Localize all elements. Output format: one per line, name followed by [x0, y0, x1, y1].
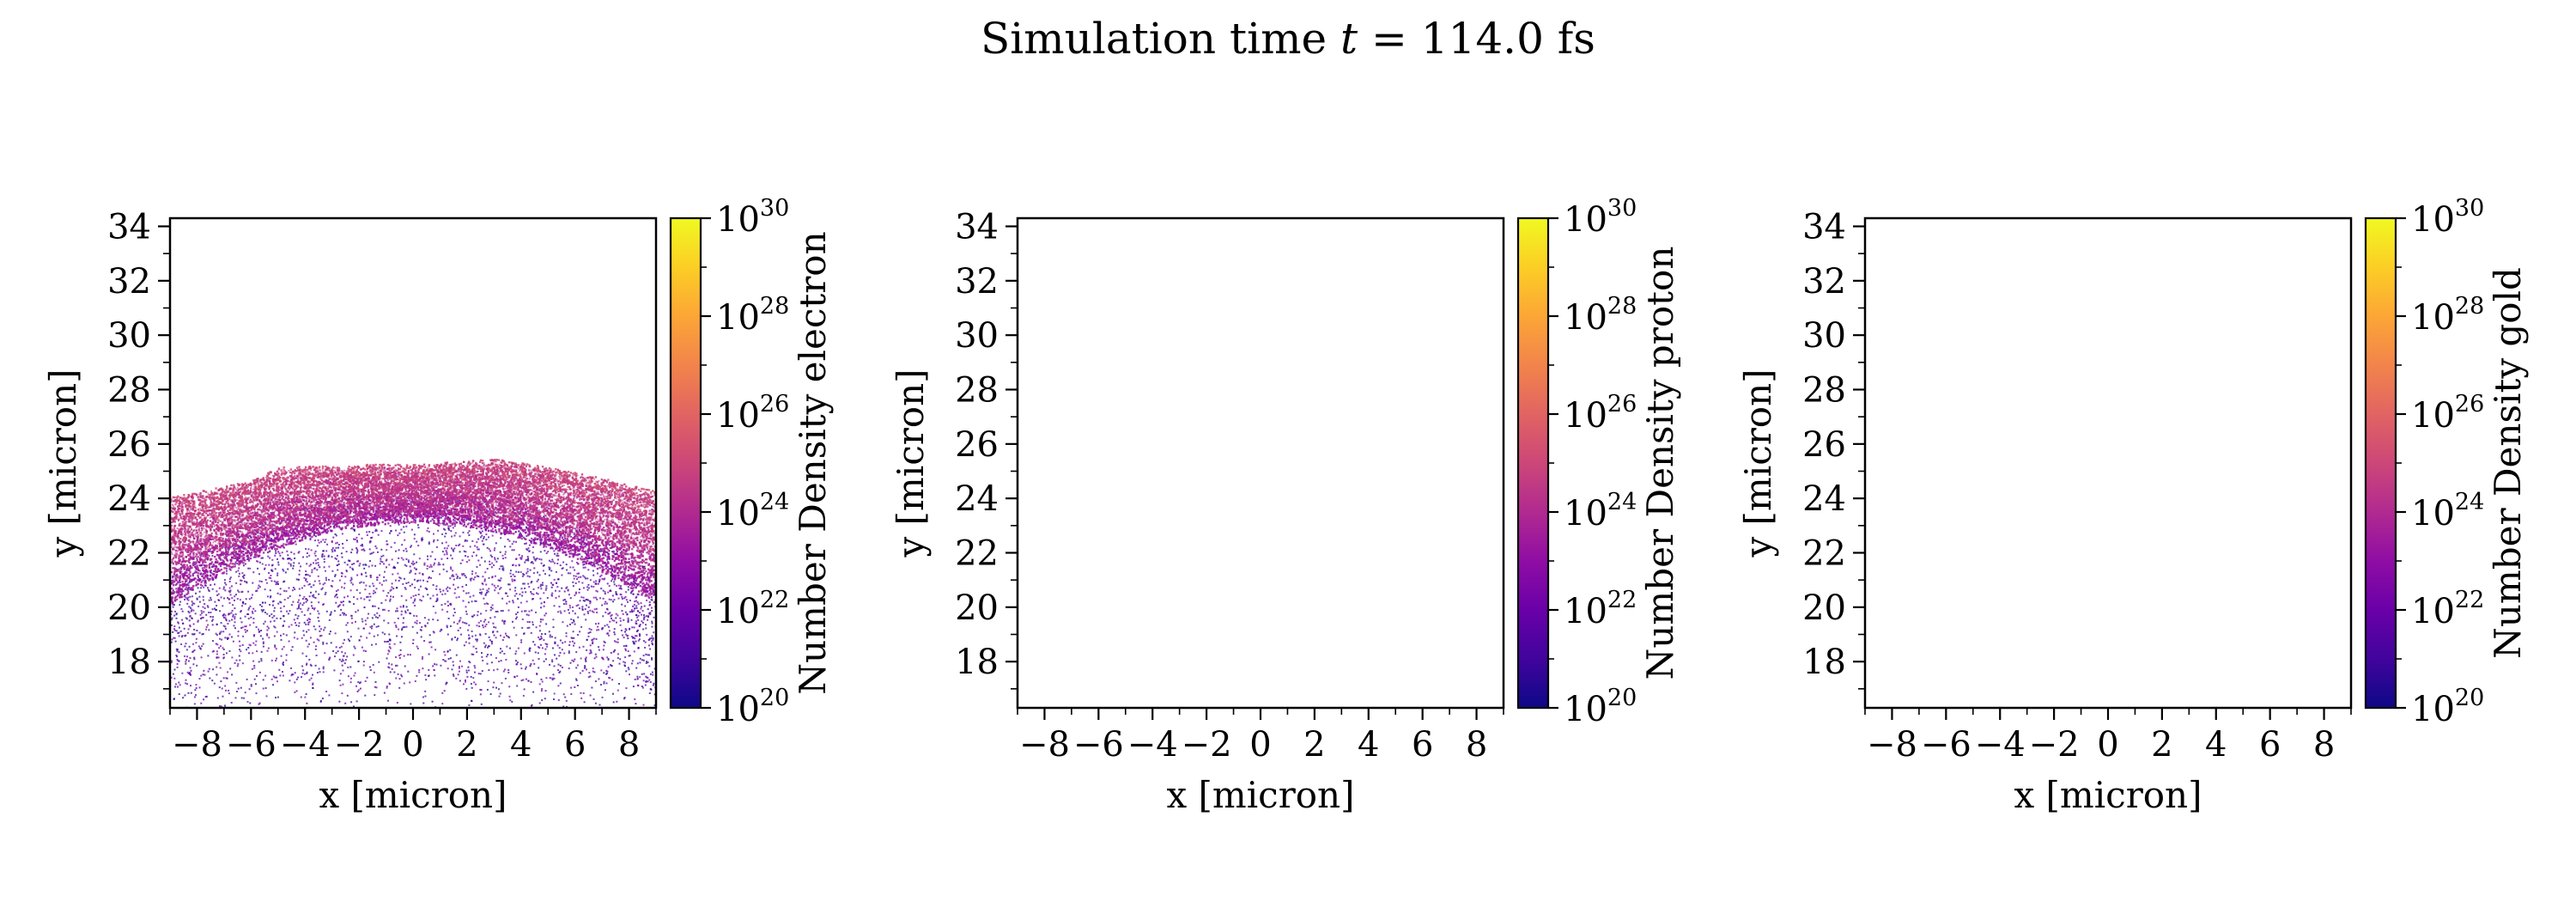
x-tick-label: 2 — [2151, 725, 2172, 765]
colorbar-tick-label: 1028 — [716, 293, 789, 338]
x-tick-label: 4 — [510, 725, 532, 765]
title-variable: t — [1340, 14, 1358, 64]
plot-area — [1865, 218, 2351, 708]
colorbar-tick-label: 1022 — [1564, 587, 1637, 631]
x-tick-label: 2 — [1303, 725, 1325, 765]
y-tick-label: 20 — [955, 588, 999, 628]
colorbar-tick-label: 1024 — [1564, 489, 1637, 533]
x-tick-label: −4 — [280, 725, 331, 765]
y-tick-label: 26 — [107, 425, 151, 465]
colorbar-tick-label: 1022 — [2411, 587, 2484, 631]
y-tick-label: 24 — [1802, 479, 1846, 519]
colorbar-label: Number Density gold — [2487, 267, 2529, 659]
x-tick-label: −8 — [1867, 725, 1917, 765]
colorbar-tick-label: 1030 — [716, 195, 789, 240]
x-tick-label: 4 — [1358, 725, 1379, 765]
x-axis-label: x [micron] — [319, 774, 507, 816]
density-electron — [170, 459, 656, 708]
y-tick-label: 26 — [955, 425, 999, 465]
y-tick-label: 22 — [955, 534, 999, 574]
y-tick-label: 32 — [955, 262, 999, 302]
y-tick-label: 28 — [1802, 371, 1846, 411]
colorbar-gold — [2366, 218, 2396, 708]
y-axis-label: y [micron] — [890, 369, 932, 558]
colorbar-tick-label: 1028 — [2411, 293, 2484, 338]
x-tick-label: −2 — [1182, 725, 1232, 765]
y-tick-label: 28 — [107, 371, 151, 411]
x-tick-label: 2 — [456, 725, 477, 765]
colorbar-tick-label: 1024 — [716, 489, 789, 533]
y-tick-label: 26 — [1802, 425, 1846, 465]
y-tick-label: 24 — [107, 479, 151, 519]
x-tick-label: −8 — [172, 725, 222, 765]
x-tick-label: 6 — [1412, 725, 1433, 765]
colorbar-tick-label: 1026 — [2411, 391, 2484, 436]
colorbar-tick-label: 1020 — [1564, 685, 1637, 729]
y-tick-label: 30 — [955, 316, 999, 356]
x-axis-label: x [micron] — [2014, 774, 2202, 816]
y-tick-label: 20 — [107, 588, 151, 628]
title-suffix: = 114.0 fs — [1358, 14, 1595, 64]
y-axis-label: y [micron] — [42, 369, 84, 558]
colorbar-label: Number Density proton — [1639, 247, 1681, 680]
y-tick-label: 18 — [955, 643, 999, 682]
x-tick-label: −4 — [1975, 725, 2026, 765]
colorbar-proton — [1518, 218, 1548, 708]
y-tick-label: 24 — [955, 479, 999, 519]
plot-area — [170, 218, 656, 708]
y-tick-label: 28 — [955, 371, 999, 411]
y-tick-label: 18 — [107, 643, 151, 682]
colorbar-electron — [671, 218, 701, 708]
colorbar-tick-label: 1026 — [716, 391, 789, 436]
x-tick-label: 6 — [564, 725, 586, 765]
colorbar-label: Number Density electron — [792, 231, 834, 694]
colorbar-tick-label: 1024 — [2411, 489, 2484, 533]
x-tick-label: −6 — [1073, 725, 1124, 765]
x-tick-label: −6 — [1921, 725, 1971, 765]
plot-area — [1018, 218, 1504, 708]
colorbar-tick-label: 1020 — [2411, 685, 2484, 729]
x-tick-label: 0 — [402, 725, 423, 765]
y-tick-label: 18 — [1802, 643, 1846, 682]
x-tick-label: 0 — [1249, 725, 1271, 765]
x-tick-label: 0 — [2097, 725, 2118, 765]
colorbar-tick-label: 1030 — [1564, 195, 1637, 240]
y-tick-label: 32 — [107, 262, 151, 302]
colorbar-tick-label: 1028 — [1564, 293, 1637, 338]
y-tick-label: 30 — [107, 316, 151, 356]
y-tick-label: 20 — [1802, 588, 1846, 628]
y-tick-label: 34 — [107, 208, 151, 247]
x-tick-label: 4 — [2205, 725, 2227, 765]
y-tick-label: 34 — [955, 208, 999, 247]
y-axis-label: y [micron] — [1737, 369, 1779, 558]
x-tick-label: 6 — [2259, 725, 2281, 765]
x-tick-label: 8 — [2313, 725, 2335, 765]
y-tick-label: 32 — [1802, 262, 1846, 302]
x-tick-label: −8 — [1019, 725, 1070, 765]
y-tick-label: 22 — [107, 534, 151, 574]
colorbar-tick-label: 1022 — [716, 587, 789, 631]
colorbar-tick-label: 1020 — [716, 685, 789, 729]
x-tick-label: 8 — [618, 725, 640, 765]
x-axis-label: x [micron] — [1166, 774, 1354, 816]
y-tick-label: 22 — [1802, 534, 1846, 574]
x-tick-label: 8 — [1466, 725, 1487, 765]
x-tick-label: −2 — [334, 725, 385, 765]
x-tick-label: −6 — [226, 725, 276, 765]
y-tick-label: 30 — [1802, 316, 1846, 356]
colorbar-tick-label: 1030 — [2411, 195, 2484, 240]
y-tick-label: 34 — [1802, 208, 1846, 247]
figure-title: Simulation time t = 114.0 fs — [981, 14, 1595, 64]
x-tick-label: −2 — [2029, 725, 2080, 765]
colorbar-tick-label: 1026 — [1564, 391, 1637, 436]
x-tick-label: −4 — [1127, 725, 1178, 765]
title-prefix: Simulation time — [981, 14, 1340, 64]
